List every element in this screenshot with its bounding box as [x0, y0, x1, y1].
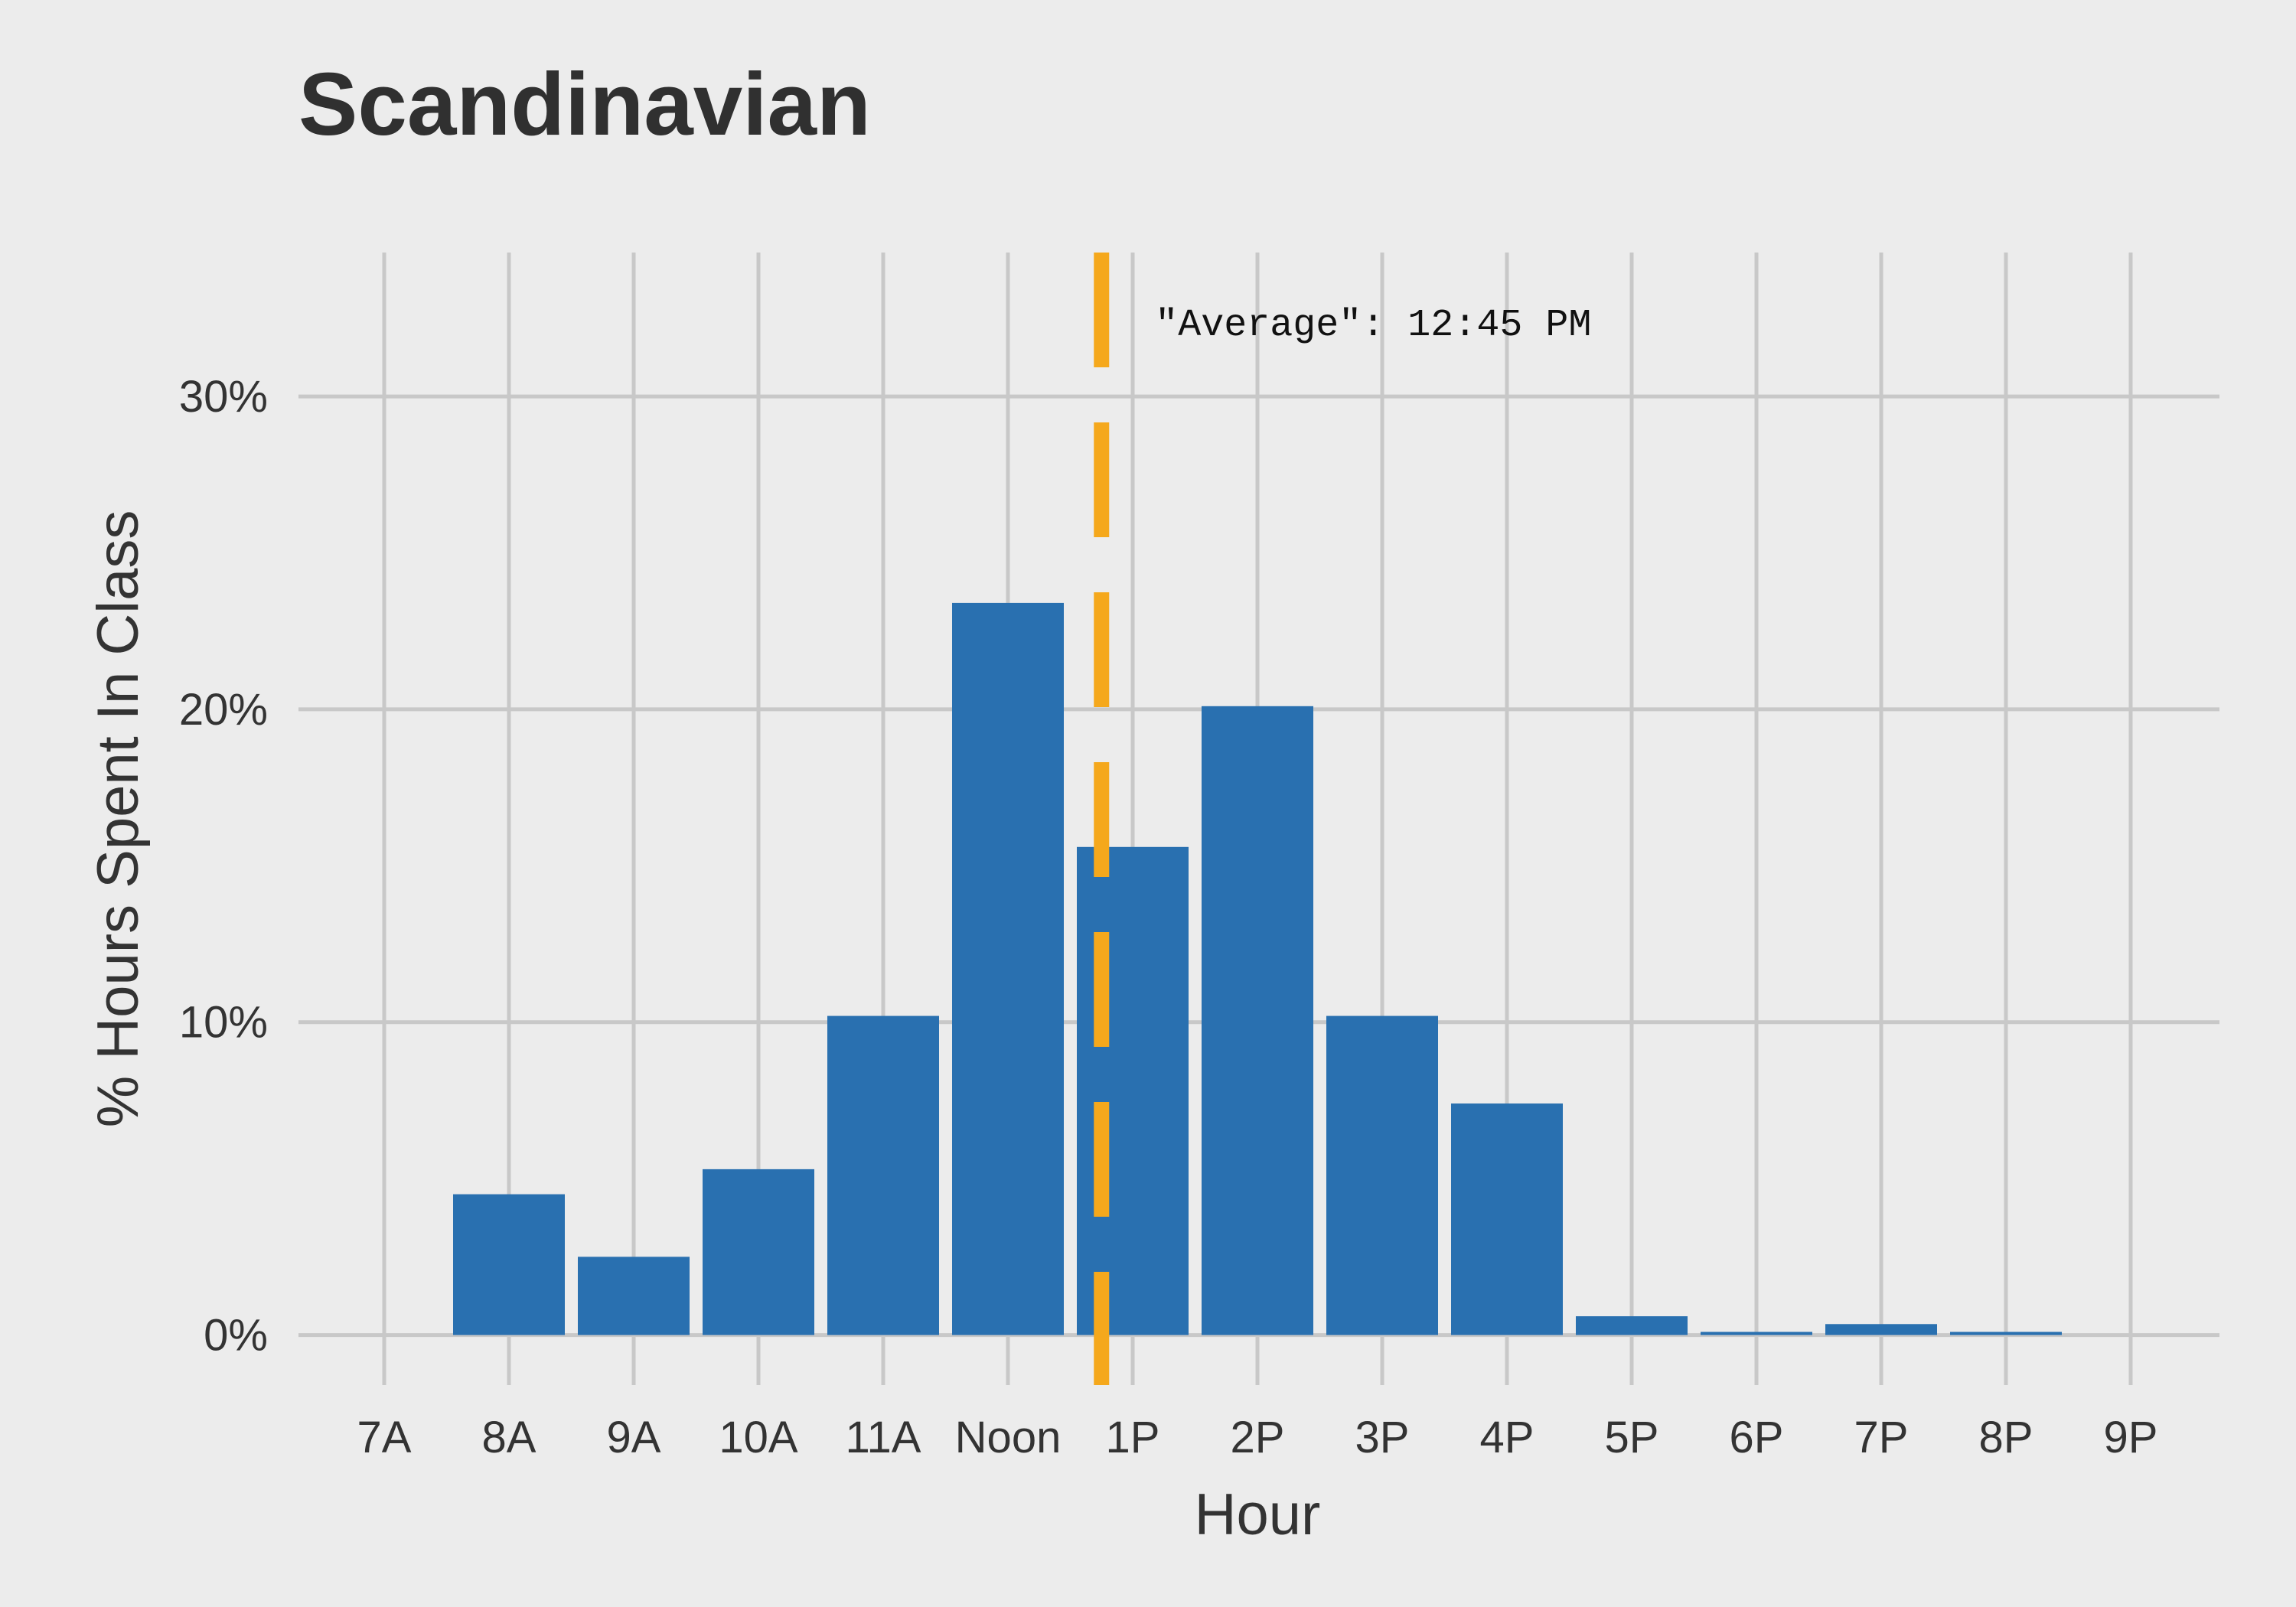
y-tick-label: 10%	[179, 998, 268, 1048]
x-tick-label: 9P	[2104, 1413, 2158, 1462]
y-tick-label: 20%	[179, 685, 268, 735]
x-tick-label: Noon	[955, 1413, 1062, 1462]
bar-3P	[1326, 1015, 1438, 1335]
bar-10A	[703, 1169, 814, 1335]
bar-8P	[1950, 1332, 2062, 1335]
x-tick-label: 5P	[1605, 1413, 1659, 1462]
y-tick-label: 30%	[179, 372, 268, 422]
x-tick-label: 6P	[1730, 1413, 1784, 1462]
bar-11A	[827, 1015, 939, 1335]
x-tick-label: 11A	[846, 1413, 921, 1462]
x-tick-label: 7P	[1854, 1413, 1909, 1462]
average-marker: "Average": 12:45 PM	[1094, 253, 1591, 1385]
x-tick-label: 3P	[1355, 1413, 1410, 1462]
bar-9A	[578, 1257, 690, 1335]
bar-1P	[1077, 846, 1189, 1335]
x-tick-labels: 7A 8A 9A 10A 11A Noon 1P 2P 3P 4P 5P 6P 7P 8P 9P	[357, 1413, 2158, 1462]
chart-title: Scandinavian	[298, 54, 871, 154]
bar-7P	[1825, 1324, 1937, 1335]
bar-4P	[1451, 1103, 1563, 1335]
bars	[453, 602, 2062, 1335]
x-tick-label: 2P	[1231, 1413, 1285, 1462]
x-axis-title: Hour	[1195, 1482, 1321, 1547]
x-tick-label: 4P	[1480, 1413, 1534, 1462]
bar-5P	[1576, 1316, 1688, 1335]
x-tick-label: 10A	[719, 1413, 798, 1462]
y-tick-label: 0%	[204, 1311, 268, 1361]
x-tick-label: 8P	[1979, 1413, 2033, 1462]
y-tick-labels: 0% 10% 20% 30%	[179, 372, 268, 1361]
bar-2P	[1202, 706, 1313, 1335]
x-tick-label: 9A	[607, 1413, 661, 1462]
y-axis-title: % Hours Spent In Class	[86, 510, 151, 1128]
x-tick-label: 1P	[1106, 1413, 1160, 1462]
average-label: "Average": 12:45 PM	[1155, 304, 1591, 347]
bar-6P	[1701, 1332, 1812, 1335]
bar-8A	[453, 1194, 565, 1335]
x-tick-label: 8A	[482, 1413, 536, 1462]
x-tick-label: 7A	[357, 1413, 412, 1462]
bar-Noon	[952, 602, 1064, 1335]
